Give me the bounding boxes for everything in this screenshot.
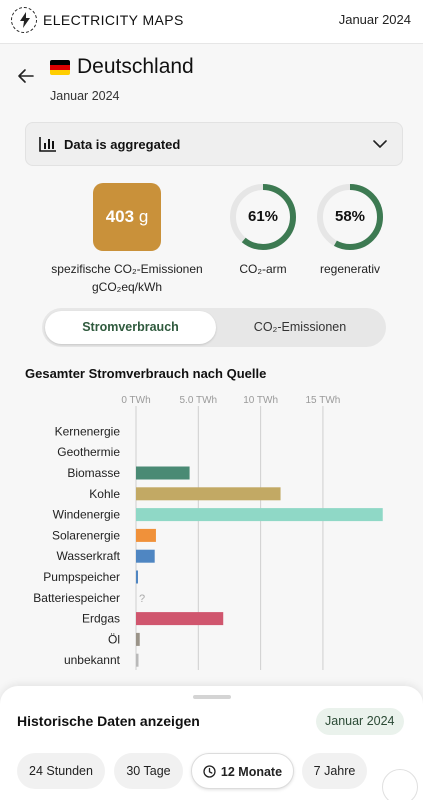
back-arrow-icon[interactable]: [16, 66, 36, 86]
brand-name[interactable]: ELECTRICITY MAPS: [43, 12, 184, 28]
low-carbon-label: CO₂-arm: [239, 262, 287, 276]
category-label: Batteriespeicher: [33, 591, 120, 605]
header-date: Januar 2024: [338, 12, 411, 27]
category-label: Geothermie: [57, 445, 120, 459]
bar: [136, 632, 140, 646]
bar: [136, 570, 138, 584]
co2-unit: g: [138, 207, 149, 226]
low-carbon-ring: [230, 184, 296, 250]
bar: [136, 466, 190, 480]
range-label: 24 Stunden: [29, 764, 93, 778]
x-tick-label: 10 TWh: [243, 395, 278, 406]
low-carbon-percent: 61%: [247, 208, 279, 225]
germany-flag-icon: [50, 60, 70, 75]
renewable-percent: 58%: [334, 208, 366, 225]
top-bar: ELECTRICITY MAPS Januar 2024: [0, 0, 423, 44]
category-label: unbekannt: [64, 653, 121, 667]
zone-name: Deutschland: [77, 55, 194, 78]
bar: [136, 508, 383, 522]
history-date-badge: Januar 2024: [316, 708, 404, 735]
range-label: 7 Jahre: [313, 764, 356, 778]
x-tick-label: 5.0 TWh: [180, 395, 218, 406]
category-label: Solarenergie: [52, 528, 120, 542]
category-label: Biomasse: [67, 466, 120, 480]
chart-title: Gesamter Stromverbrauch nach Quelle: [25, 366, 267, 381]
category-label: Kohle: [89, 487, 120, 501]
history-sheet: Historische Daten anzeigen Januar 2024 2…: [0, 686, 423, 800]
co2-value: 403: [105, 207, 135, 226]
co2-intensity-box[interactable]: 403 g: [93, 183, 161, 251]
mode-toggle: Stromverbrauch CO₂-Emissionen: [42, 308, 386, 347]
clock-icon: [203, 765, 216, 778]
aggregation-label: Data is aggregated: [64, 137, 181, 152]
bar: [136, 549, 155, 563]
aggregation-dropdown[interactable]: Data is aggregated: [25, 122, 403, 166]
category-label: Kernenergie: [55, 424, 121, 438]
category-label: Windenergie: [53, 508, 121, 522]
range-12-months[interactable]: 12 Monate: [191, 753, 294, 789]
missing-value-marker: ?: [139, 593, 145, 605]
zone-date: Januar 2024: [50, 89, 120, 103]
source-bar-chart: 0 TWh 5.0 TWh 10 TWh 15 TWh Kernenergie Geoth…: [33, 395, 383, 670]
low-carbon-gauge[interactable]: 61%: [229, 183, 297, 251]
bar-chart-icon: [39, 137, 56, 152]
range-label: 30 Tage: [126, 764, 171, 778]
range-7-years[interactable]: 7 Jahre: [302, 753, 367, 789]
renewable-ring: [317, 184, 383, 250]
co2-unit-label: gCO₂eq/kWh: [91, 280, 162, 294]
range-24-hours[interactable]: 24 Stunden: [17, 753, 105, 789]
chevron-down-icon: [373, 140, 387, 148]
x-tick-label: 15 TWh: [306, 395, 341, 406]
category-label: Erdgas: [82, 612, 120, 626]
range-label: 12 Monate: [220, 765, 283, 779]
bar: [136, 653, 139, 667]
floating-action-button[interactable]: [382, 769, 418, 800]
category-label: Wasserkraft: [56, 549, 120, 563]
renewable-gauge[interactable]: 58%: [316, 183, 384, 251]
history-title: Historische Daten anzeigen: [17, 713, 200, 729]
tab-emissions[interactable]: CO₂-Emissionen: [253, 320, 347, 334]
bar: [136, 528, 156, 542]
x-tick-label: 0 TWh: [121, 395, 150, 406]
category-label: Öl: [108, 632, 120, 646]
bar: [136, 612, 224, 626]
renewable-label: regenerativ: [319, 262, 381, 276]
logo-icon[interactable]: [11, 7, 37, 33]
category-label: Pumpspeicher: [43, 570, 120, 584]
tab-consumption[interactable]: Stromverbrauch: [45, 311, 216, 344]
co2-label: spezifische CO₂-Emissionen: [51, 262, 203, 276]
bar: [136, 487, 281, 501]
drag-handle[interactable]: [193, 695, 231, 699]
range-30-days[interactable]: 30 Tage: [114, 753, 183, 789]
